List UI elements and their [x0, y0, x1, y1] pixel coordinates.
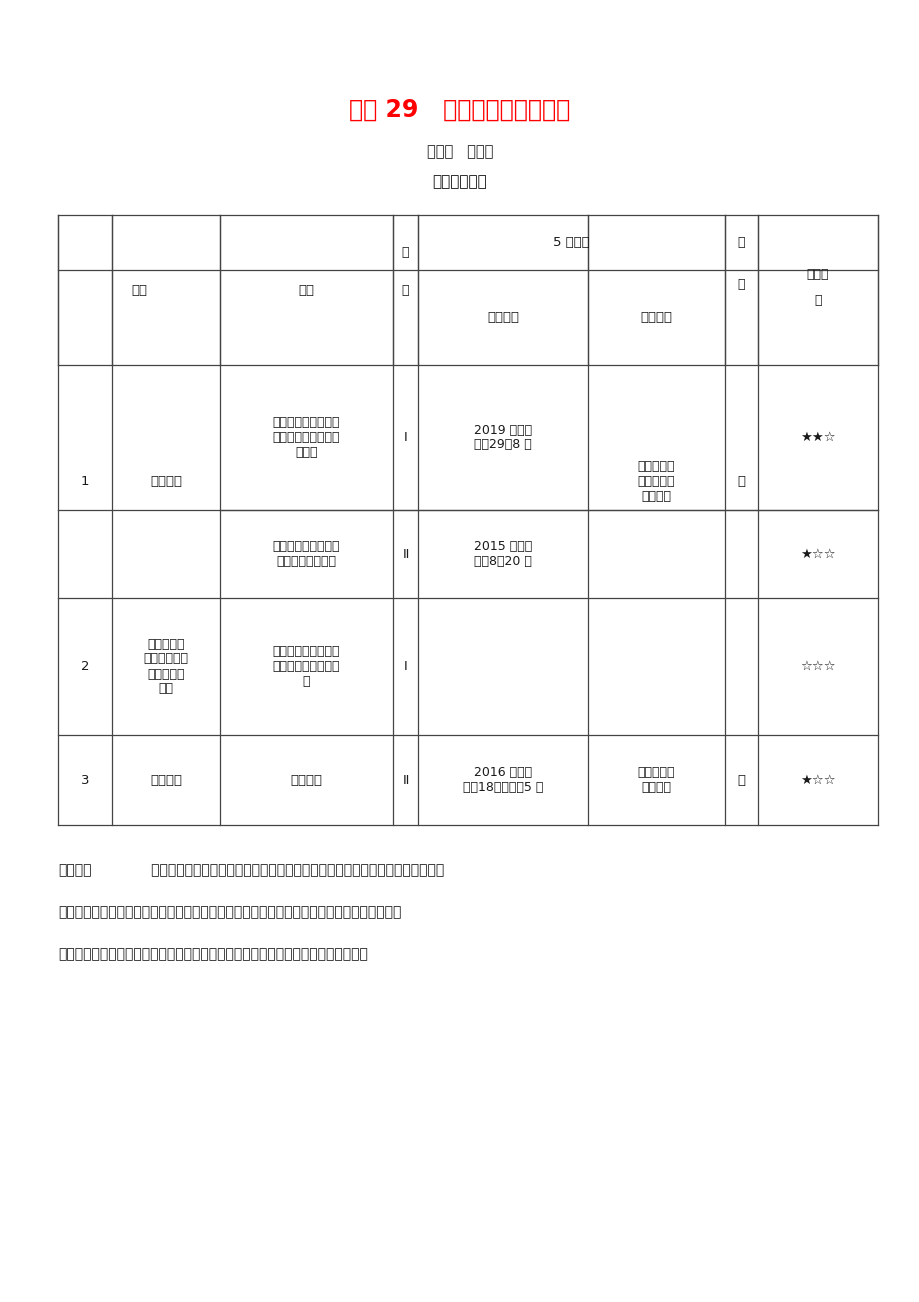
- Text: 素养要素: 素养要素: [640, 311, 672, 324]
- Text: 【考情探究】: 【考情探究】: [432, 174, 487, 190]
- Text: 上，加强知识的综合应用练习，通过典型题目的训练，理出解答本专题试题的思路。: 上，加强知识的综合应用练习，通过典型题目的训练，理出解答本专题试题的思路。: [58, 947, 368, 961]
- Text: 预测热: 预测热: [806, 268, 828, 281]
- Text: Ⅰ: Ⅰ: [403, 660, 407, 673]
- Text: Ⅱ: Ⅱ: [402, 773, 408, 786]
- Text: 中: 中: [737, 475, 744, 488]
- Text: 本专题内容在近几年高考中很少出现，在大力倡导以绿色发展理念推进生态文明: 本专题内容在近几年高考中很少出现，在大力倡导以绿色发展理念推进生态文明: [138, 863, 444, 878]
- Text: ☆☆☆: ☆☆☆: [800, 660, 834, 673]
- Text: 胚胎移植、胚胎分割
与胚胎干细胞培养: 胚胎移植、胚胎分割 与胚胎干细胞培养: [272, 540, 340, 568]
- Text: 考题示例: 考题示例: [486, 311, 518, 324]
- Text: 要: 要: [402, 246, 409, 259]
- Text: Ⅱ: Ⅱ: [402, 548, 408, 560]
- Text: 度: 度: [737, 279, 744, 292]
- Text: 5 年考情: 5 年考情: [552, 236, 589, 249]
- Text: 2: 2: [81, 660, 89, 673]
- Text: 生态工程: 生态工程: [150, 773, 182, 786]
- Text: ★☆☆: ★☆☆: [800, 773, 834, 786]
- Text: 难: 难: [737, 236, 744, 249]
- Text: 1: 1: [81, 475, 89, 488]
- Text: 探考情   悟真题: 探考情 悟真题: [426, 145, 493, 160]
- Text: 考向: 考向: [298, 284, 314, 297]
- Text: 建设的今天，本专题内容可能会在将来的高考中出现。复习时应注意：熟记和理解知识的基础: 建设的今天，本专题内容可能会在将来的高考中出现。复习时应注意：熟记和理解知识的基…: [58, 905, 401, 919]
- Text: 2015 重庆理
综，8，20 分: 2015 重庆理 综，8，20 分: [473, 540, 531, 568]
- Text: 求: 求: [402, 284, 409, 297]
- Text: 3: 3: [81, 773, 89, 786]
- Text: 生命观念、
科学思维、
社会责任: 生命观念、 科学思维、 社会责任: [637, 460, 675, 503]
- Text: 度: 度: [813, 293, 821, 306]
- Text: 分析解读: 分析解读: [58, 863, 91, 878]
- Text: 胚胎工程: 胚胎工程: [150, 475, 182, 488]
- Text: 考点: 考点: [130, 284, 147, 297]
- Text: Ⅰ: Ⅰ: [403, 431, 407, 444]
- Text: 生物技术的
安全性、伦理
问题与生物
武器: 生物技术的 安全性、伦理 问题与生物 武器: [143, 638, 188, 695]
- Text: ★☆☆: ★☆☆: [800, 548, 834, 560]
- Text: 生态工程: 生态工程: [290, 773, 323, 786]
- Text: ★★☆: ★★☆: [800, 431, 834, 444]
- Text: 2019 江苏单
科，29，8 分: 2019 江苏单 科，29，8 分: [473, 423, 531, 452]
- Text: 生命观念、
社会责任: 生命观念、 社会责任: [637, 766, 675, 794]
- Text: 动物胚胎发育的基本
过程和胚胎工程的理
论基础: 动物胚胎发育的基本 过程和胚胎工程的理 论基础: [272, 417, 340, 460]
- Text: 转基因生物的安全性
及伦理问题和生物武
器: 转基因生物的安全性 及伦理问题和生物武 器: [272, 644, 340, 687]
- Text: 2016 浙江自
选，18（二），5 分: 2016 浙江自 选，18（二），5 分: [462, 766, 542, 794]
- Text: 中: 中: [737, 773, 744, 786]
- Text: 专题 29   胚胎工程与生态工程: 专题 29 胚胎工程与生态工程: [349, 98, 570, 122]
